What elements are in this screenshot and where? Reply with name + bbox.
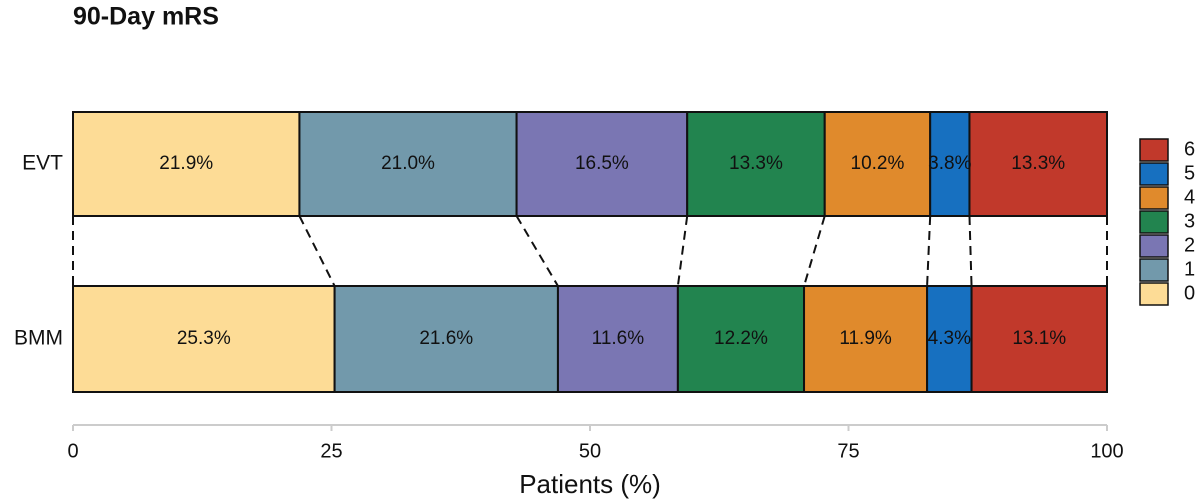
legend-label: 3 bbox=[1184, 210, 1195, 232]
legend-swatch bbox=[1139, 138, 1169, 162]
value-label: 21.9% bbox=[159, 153, 213, 174]
bar-segment bbox=[926, 285, 973, 393]
legend-swatch bbox=[1139, 210, 1169, 234]
bar-segment bbox=[823, 111, 932, 217]
x-tick-label: 0 bbox=[67, 440, 78, 462]
value-label: 3.8% bbox=[928, 153, 971, 174]
legend-label: 6 bbox=[1184, 138, 1195, 160]
value-label: 11.6% bbox=[592, 328, 645, 349]
connector bbox=[298, 215, 336, 287]
bar-segment bbox=[803, 285, 929, 393]
legend-swatch bbox=[1139, 162, 1169, 186]
connector bbox=[676, 215, 689, 287]
connector bbox=[803, 215, 826, 287]
value-label: 21.6% bbox=[419, 328, 473, 349]
bar-segment bbox=[970, 285, 1109, 393]
chart-title: 90-Day mRS bbox=[73, 3, 219, 31]
legend-swatch bbox=[1139, 282, 1169, 306]
bar-segment bbox=[686, 111, 826, 217]
value-label: 13.3% bbox=[729, 153, 783, 174]
legend-swatch bbox=[1139, 234, 1169, 258]
connector bbox=[926, 215, 932, 287]
value-label: 25.3% bbox=[177, 328, 231, 349]
y-tick-label: BMM bbox=[14, 327, 63, 350]
value-label: 13.1% bbox=[1012, 328, 1066, 349]
y-tick-label: EVT bbox=[22, 152, 63, 175]
bar-segment bbox=[556, 285, 679, 393]
value-label: 10.2% bbox=[851, 153, 905, 174]
legend-label: 0 bbox=[1184, 282, 1195, 304]
legend-label: 5 bbox=[1184, 162, 1195, 184]
bar-segment bbox=[72, 285, 336, 393]
bar-segment bbox=[929, 111, 971, 217]
value-label: 11.9% bbox=[839, 328, 892, 349]
x-axis-label: Patients (%) bbox=[519, 469, 661, 499]
legend-label: 4 bbox=[1184, 186, 1195, 208]
connector bbox=[968, 215, 973, 287]
value-label: 16.5% bbox=[575, 153, 629, 174]
legend-label: 2 bbox=[1184, 234, 1195, 256]
value-label: 13.3% bbox=[1011, 153, 1065, 174]
bar-segment bbox=[333, 285, 559, 393]
bar-segment bbox=[676, 285, 806, 393]
x-tick-label: 50 bbox=[579, 440, 601, 462]
x-tick-label: 25 bbox=[320, 440, 342, 462]
legend-label: 1 bbox=[1184, 258, 1195, 280]
legend-swatch bbox=[1139, 258, 1169, 282]
bar-segment bbox=[968, 111, 1109, 217]
x-tick-label: 100 bbox=[1090, 440, 1123, 462]
x-tick-label: 75 bbox=[837, 440, 859, 462]
value-label: 12.2% bbox=[714, 328, 768, 349]
bar-segment bbox=[72, 111, 301, 217]
legend-swatch bbox=[1139, 186, 1169, 210]
value-label: 21.0% bbox=[381, 153, 435, 174]
value-label: 4.3% bbox=[928, 328, 971, 349]
connector bbox=[515, 215, 559, 287]
